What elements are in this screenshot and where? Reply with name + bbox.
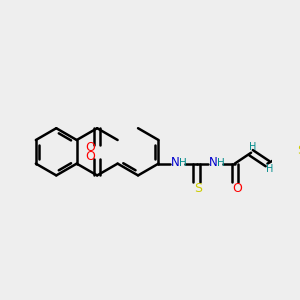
Text: H: H bbox=[266, 164, 273, 174]
Text: O: O bbox=[232, 182, 242, 195]
Text: H: H bbox=[217, 158, 225, 168]
Text: N: N bbox=[170, 156, 179, 169]
Text: O: O bbox=[85, 150, 95, 163]
Text: H: H bbox=[179, 158, 187, 168]
Text: S: S bbox=[297, 144, 300, 157]
Text: N: N bbox=[208, 156, 217, 169]
Text: H: H bbox=[249, 142, 256, 152]
Text: S: S bbox=[194, 182, 202, 195]
Text: O: O bbox=[85, 141, 95, 154]
